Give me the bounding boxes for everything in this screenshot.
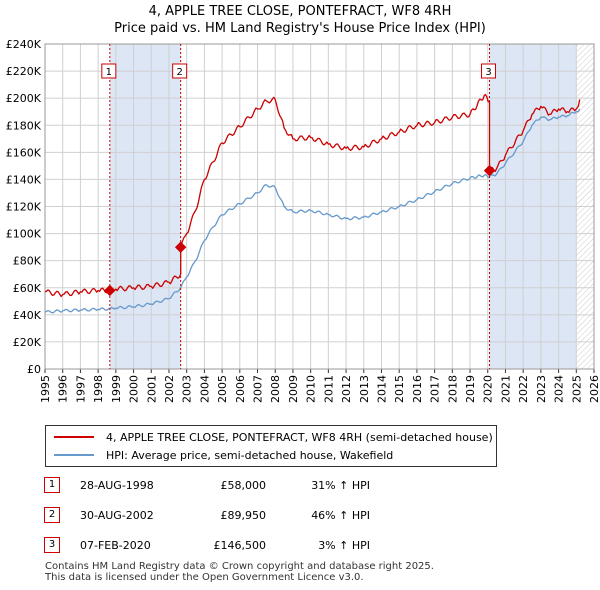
sale-number: 1 [44,477,60,493]
sale-price: £146,500 [213,539,267,552]
legend-item-hpi: HPI: Average price, semi-detached house,… [54,447,393,463]
x-tick-label: 1996 [57,375,70,403]
x-tick-label: 2007 [252,375,265,403]
sale-row: 3 07-FEB-2020 £146,500 3% ↑ HPI [0,537,600,557]
x-tick-label: 2011 [322,375,335,403]
legend-item-property: 4, APPLE TREE CLOSE, PONTEFRACT, WF8 4RH… [54,429,493,445]
y-tick-label: £20K [13,336,42,349]
sale-marker-label: 2 [176,67,182,78]
x-tick-label: 2021 [499,375,512,403]
footer-copyright: Contains HM Land Registry data © Crown c… [45,561,434,572]
sale-marker-box [101,63,117,79]
price-chart: £0 £20K £40K £60K £80K £100K £120K £140K £160K £1… [6,38,600,403]
sale-hpi-change: 31% ↑ HPI [311,479,370,492]
x-tick-label: 2015 [393,375,406,403]
x-tick-label: 2023 [535,375,548,403]
x-tick-label: 2004 [198,375,211,403]
x-tick-label: 2010 [305,375,318,403]
y-tick-label: £120K [6,201,42,214]
x-tick-label: 2003 [181,375,194,403]
y-tick-label: £140K [6,173,42,186]
sale-number: 3 [44,537,60,553]
y-tick-label: £100K [6,228,42,241]
x-tick-label: 2013 [358,375,371,403]
sale-marker-box [172,63,188,79]
x-tick-label: 2001 [145,375,158,403]
sale-row: 1 28-AUG-1998 £58,000 31% ↑ HPI [0,477,600,497]
x-tick-label: 1995 [39,375,52,403]
y-tick-label: £80K [13,255,42,268]
sale-row: 2 30-AUG-2002 £89,950 46% ↑ HPI [0,507,600,527]
x-tick-label: 2019 [464,375,477,403]
legend-label-property: 4, APPLE TREE CLOSE, PONTEFRACT, WF8 4RH… [106,430,493,444]
sale-point [483,164,496,177]
y-tick-label: £60K [13,282,42,295]
plot-frame [44,43,595,370]
sale-hpi-change: 46% ↑ HPI [311,509,370,522]
sale-date: 30-AUG-2002 [80,509,154,522]
x-tick-label: 2009 [287,375,300,403]
x-tick-label: 2000 [128,375,141,403]
sale-marker-label: 3 [485,67,491,78]
x-tick-label: 2014 [375,375,388,403]
legend: 4, APPLE TREE CLOSE, PONTEFRACT, WF8 4RH… [45,425,497,467]
y-tick-label: £180K [6,119,42,132]
y-tick-label: £220K [6,65,42,78]
x-tick-label: 2017 [429,375,442,403]
y-tick-label: £200K [6,92,42,105]
hpi-line [44,108,581,314]
sale-number: 2 [44,507,60,523]
sale-hpi-change: 3% ↑ HPI [318,539,370,552]
x-tick-label: 2016 [411,375,424,403]
x-tick-label: 2008 [269,375,282,403]
x-tick-label: 1998 [92,375,105,403]
legend-swatch-property [54,436,94,438]
x-tick-label: 2002 [163,375,176,403]
sale-point [174,241,187,253]
sale-price: £89,950 [220,509,267,522]
x-tick-label: 2025 [570,375,583,403]
y-tick-label: £240K [6,38,42,51]
x-tick-label: 2022 [517,375,530,403]
y-tick-label: £160K [6,146,42,159]
sale-marker-label: 1 [106,67,112,78]
x-tick-label: 2012 [340,375,353,403]
x-tick-label: 2005 [216,375,229,403]
sale-date: 07-FEB-2020 [80,539,151,552]
chart-title: 4, APPLE TREE CLOSE, PONTEFRACT, WF8 4RH [148,4,452,19]
sale-date: 28-AUG-1998 [80,479,154,492]
x-tick-label: 2020 [482,375,495,403]
y-tick-label: £0 [27,363,41,376]
chart-subtitle: Price paid vs. HM Land Registry's House … [114,21,486,36]
x-tick-label: 2024 [553,375,566,403]
footer: Contains HM Land Registry data © Crown c… [45,561,434,583]
legend-swatch-hpi [54,454,94,456]
chart-title-block: 4, APPLE TREE CLOSE, PONTEFRACT, WF8 4RH… [0,3,600,37]
y-tick-label: £40K [13,309,42,322]
x-tick-label: 2018 [446,375,459,403]
sale-marker-box [481,63,497,79]
sale-price: £58,000 [220,479,267,492]
sale-point [104,284,116,297]
footer-licence: This data is licensed under the Open Gov… [45,572,364,583]
x-tick-label: 2026 [588,375,600,403]
x-tick-label: 1997 [74,375,87,403]
legend-label-hpi: HPI: Average price, semi-detached house,… [106,448,394,462]
x-tick-label: 1999 [110,375,123,403]
x-tick-label: 2006 [234,375,247,403]
